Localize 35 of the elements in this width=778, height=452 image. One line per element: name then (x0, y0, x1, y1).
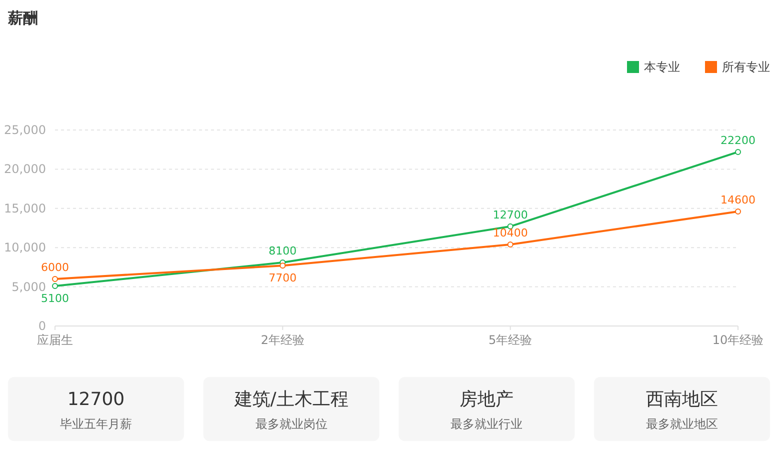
legend-label: 本专业 (644, 60, 680, 74)
text: 最多就业行业 (450, 417, 523, 431)
data-label: 14600 (720, 194, 756, 207)
text: 西南地区 (646, 389, 718, 410)
x-tick-label: 10年经验 (712, 333, 764, 347)
text: 建筑/土木工程 (233, 389, 348, 410)
text: 最多就业地区 (646, 417, 718, 431)
y-tick-label: 20,000 (4, 162, 46, 176)
point (507, 241, 514, 248)
x-tick-label: 应届生 (37, 333, 73, 347)
y-tick-label: 25,000 (4, 123, 46, 137)
legend-label: 所有专业 (722, 60, 770, 74)
text: 最多就业岗位 (255, 417, 328, 431)
point (280, 262, 286, 269)
data-label: 22200 (720, 134, 756, 147)
y-tick-label: 10,000 (4, 240, 46, 255)
point (735, 208, 741, 215)
data-label: 7700 (268, 272, 297, 285)
text: 12700 (67, 389, 125, 410)
point (735, 148, 741, 155)
y-tick-label: 5,000 (12, 280, 46, 294)
text: 房地产 (460, 389, 514, 410)
data-label: 5100 (41, 292, 69, 306)
point (52, 283, 58, 290)
point (52, 276, 58, 282)
x-tick-label: 2年经验 (260, 333, 304, 347)
text: 毕业五年月薪 (60, 417, 132, 431)
data-label: 12700 (492, 208, 528, 222)
data-label: 8100 (268, 244, 297, 258)
x-tick-label: 5年经验 (488, 333, 532, 347)
chart-title: 薪酬 (7, 9, 38, 27)
data-label: 10400 (492, 226, 528, 240)
y-tick-label: 15,000 (4, 201, 46, 216)
data-label: 6000 (41, 260, 69, 274)
y-tick-label: 0 (38, 319, 46, 333)
